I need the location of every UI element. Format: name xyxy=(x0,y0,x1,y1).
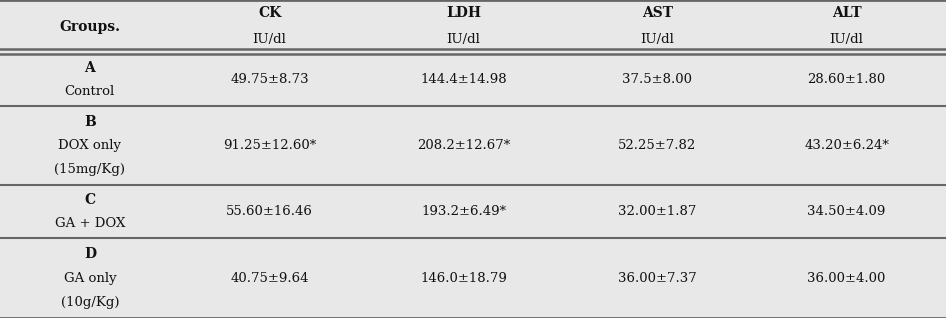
Text: IU/dl: IU/dl xyxy=(447,33,481,46)
Text: 36.00±4.00: 36.00±4.00 xyxy=(808,272,885,285)
Text: 36.00±7.37: 36.00±7.37 xyxy=(618,272,697,285)
Text: 32.00±1.87: 32.00±1.87 xyxy=(619,205,696,218)
Text: AST: AST xyxy=(642,6,673,20)
Text: B: B xyxy=(84,115,96,129)
Text: GA only: GA only xyxy=(63,272,116,285)
Text: 37.5±8.00: 37.5±8.00 xyxy=(622,73,692,86)
Text: C: C xyxy=(84,193,96,207)
Text: (10g/Kg): (10g/Kg) xyxy=(61,296,119,308)
Text: 193.2±6.49*: 193.2±6.49* xyxy=(421,205,506,218)
Text: ALT: ALT xyxy=(832,6,862,20)
Text: LDH: LDH xyxy=(447,6,481,20)
Text: 144.4±14.98: 144.4±14.98 xyxy=(420,73,507,86)
Text: D: D xyxy=(84,247,96,261)
Text: GA + DOX: GA + DOX xyxy=(55,218,125,231)
Text: 208.2±12.67*: 208.2±12.67* xyxy=(417,139,510,152)
Text: 91.25±12.60*: 91.25±12.60* xyxy=(223,139,316,152)
Text: DOX only: DOX only xyxy=(59,139,121,152)
Text: 55.60±16.46: 55.60±16.46 xyxy=(226,205,313,218)
Text: Control: Control xyxy=(64,85,115,98)
Text: 34.50±4.09: 34.50±4.09 xyxy=(808,205,885,218)
Text: CK: CK xyxy=(258,6,281,20)
Text: IU/dl: IU/dl xyxy=(253,33,287,46)
Text: (15mg/Kg): (15mg/Kg) xyxy=(54,163,126,176)
Text: A: A xyxy=(84,60,96,75)
Text: IU/dl: IU/dl xyxy=(830,33,864,46)
Text: 28.60±1.80: 28.60±1.80 xyxy=(808,73,885,86)
Text: 40.75±9.64: 40.75±9.64 xyxy=(231,272,308,285)
Text: Groups.: Groups. xyxy=(60,19,120,33)
Text: 49.75±8.73: 49.75±8.73 xyxy=(230,73,309,86)
Text: 146.0±18.79: 146.0±18.79 xyxy=(420,272,507,285)
Text: 52.25±7.82: 52.25±7.82 xyxy=(619,139,696,152)
Text: IU/dl: IU/dl xyxy=(640,33,674,46)
Text: 43.20±6.24*: 43.20±6.24* xyxy=(804,139,889,152)
